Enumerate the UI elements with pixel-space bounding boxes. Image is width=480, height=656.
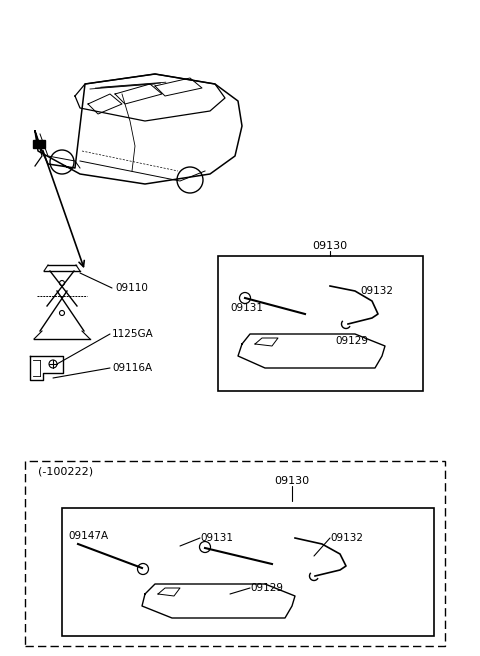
Text: 09130: 09130 xyxy=(312,241,348,251)
Bar xyxy=(25,461,445,646)
Bar xyxy=(33,140,45,148)
Text: (-100222): (-100222) xyxy=(38,466,93,476)
Bar xyxy=(218,256,423,391)
Text: 09130: 09130 xyxy=(275,476,310,486)
Text: 09129: 09129 xyxy=(335,336,368,346)
Text: 09110: 09110 xyxy=(115,283,148,293)
Text: 09147A: 09147A xyxy=(68,531,108,541)
Text: 09131: 09131 xyxy=(200,533,233,543)
Text: 09132: 09132 xyxy=(360,286,393,296)
Text: 09131: 09131 xyxy=(230,303,263,313)
Text: 09129: 09129 xyxy=(250,583,283,593)
Text: 1125GA: 1125GA xyxy=(112,329,154,339)
Text: 09116A: 09116A xyxy=(112,363,152,373)
Bar xyxy=(62,508,434,636)
Text: 09132: 09132 xyxy=(330,533,363,543)
